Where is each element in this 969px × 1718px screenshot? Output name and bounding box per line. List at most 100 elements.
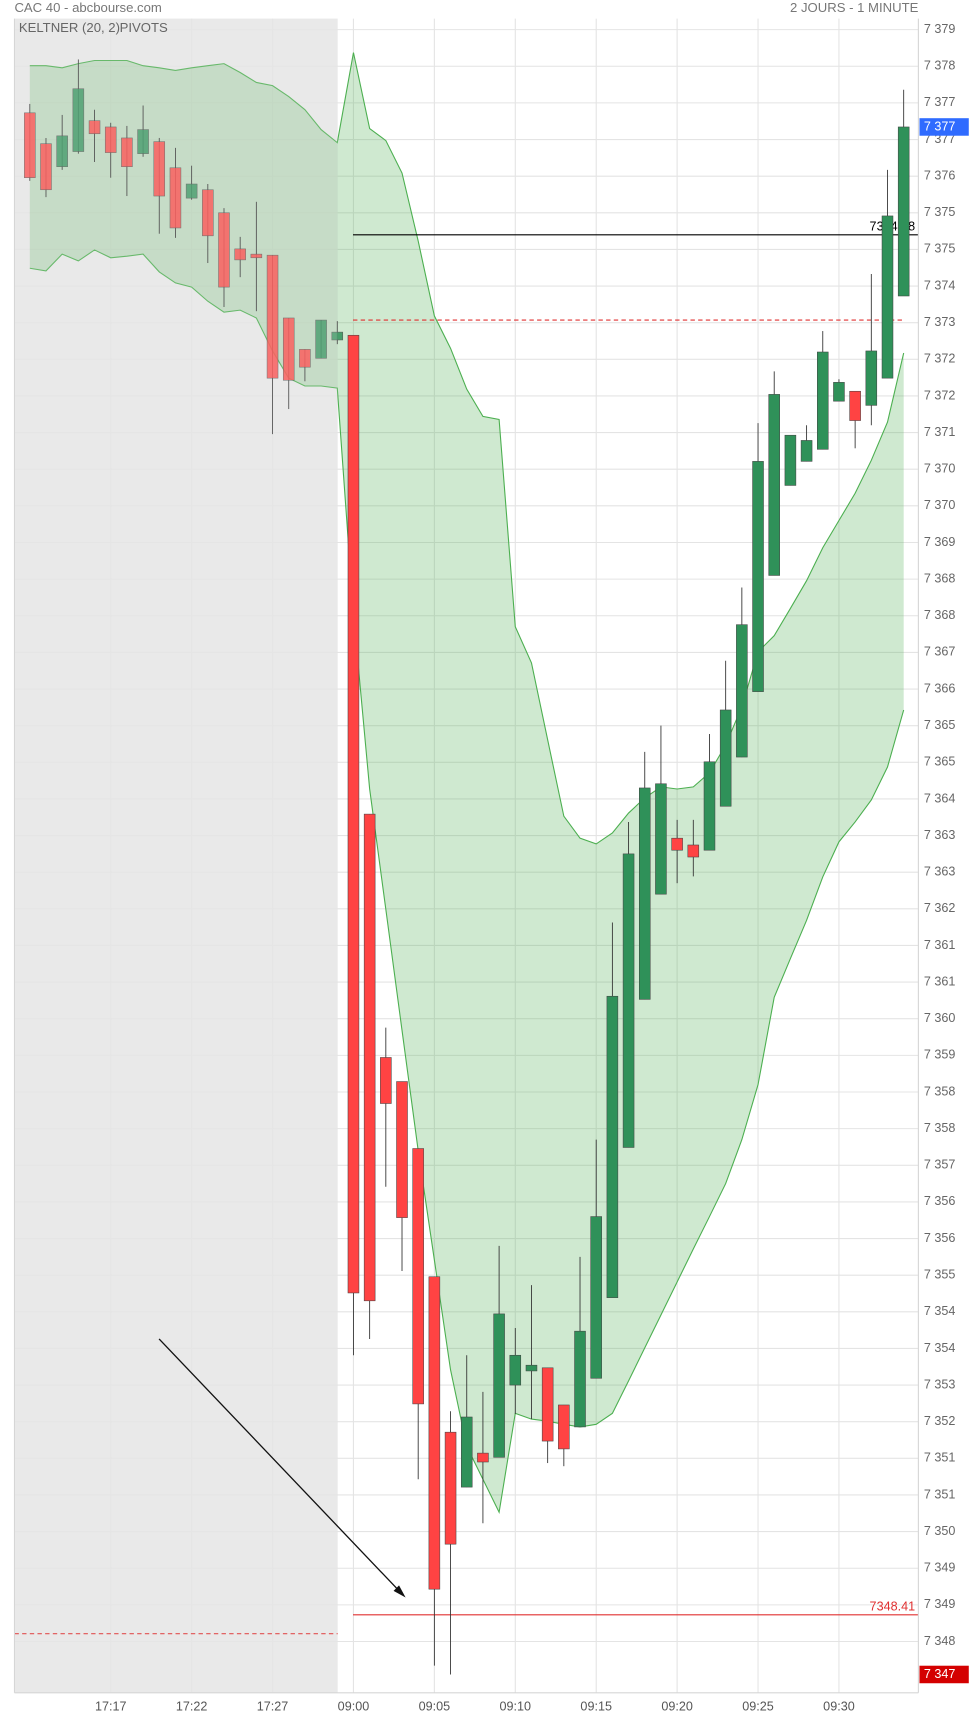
y-tick-label: 7 365 (924, 755, 956, 769)
axis-labels: 7 379 7 378 7 377 7 377 7 376 7 375 7 375 7 374… (95, 22, 969, 1713)
candle-body (104, 126, 117, 153)
y-tick-label: 7 363 (924, 828, 956, 842)
candle-body (185, 183, 198, 199)
candle-body (817, 351, 829, 450)
candle-body (153, 141, 166, 197)
y-tick-label: 7 375 (924, 205, 956, 219)
x-tick-label: 09:05 (419, 1699, 451, 1713)
candle-body (525, 1364, 538, 1372)
x-tick-label: 17:17 (95, 1699, 127, 1713)
y-tick-label: 7 349 (924, 1597, 956, 1611)
candle-body (460, 1416, 473, 1488)
x-tick-label: 09:25 (742, 1699, 774, 1713)
keltner-fill (29, 52, 904, 1513)
previous-session-veil (14, 18, 338, 1693)
period-label: 2 JOURS - 1 MINUTE (790, 0, 919, 15)
y-tick-label: 7 359 (924, 1048, 956, 1062)
grid (14, 18, 919, 1693)
candle-body (541, 1367, 554, 1442)
candle-body (56, 135, 68, 168)
candle-body (719, 709, 732, 807)
y-tick-label: 7 366 (924, 681, 956, 695)
y-tick-label: 7 368 (924, 608, 956, 622)
candles (24, 59, 910, 1675)
y-tick-label: 7 372 (924, 352, 956, 366)
low-marker-box (919, 1665, 969, 1684)
last-price-box (919, 118, 969, 136)
candle-body (444, 1431, 457, 1545)
legend-pivots: PIVOTS (120, 20, 168, 35)
candle-body (833, 382, 845, 402)
candle-body (266, 254, 279, 379)
candle-body (121, 137, 133, 168)
candle-body (671, 837, 683, 851)
candle-body (655, 783, 667, 895)
y-tick-label: 7 361 (924, 938, 956, 952)
pivot-label: 7348.41 (870, 1599, 916, 1613)
candle-body (865, 350, 878, 406)
chart-title: CAC 40 - abcbourse.com (14, 0, 161, 15)
candle-body (72, 88, 85, 152)
x-tick-label: 09:10 (500, 1699, 532, 1713)
y-tick-label: 7 369 (924, 535, 956, 549)
y-tick-label: 7 350 (924, 1524, 956, 1538)
candle-body (347, 334, 360, 1294)
y-tick-label: 7 351 (924, 1487, 956, 1501)
candle-body (24, 112, 36, 178)
y-tick-label: 7 370 (924, 462, 956, 476)
x-tick-label: 17:27 (257, 1699, 289, 1713)
y-tick-label: 7 363 (924, 865, 956, 879)
candle-body (622, 853, 635, 1148)
candle-body (234, 248, 246, 261)
y-tick-label: 7 367 (924, 645, 956, 659)
previous-session-shade (14, 18, 338, 1693)
candle-body (412, 1148, 424, 1405)
candle-body (703, 761, 716, 851)
legend-keltner: KELTNER (20, 2) (19, 20, 120, 35)
annotation-arrow-head (393, 1585, 406, 1598)
candle-body (574, 1330, 586, 1428)
last-price-label: 7 377 (924, 119, 956, 133)
candle-body (590, 1216, 602, 1379)
y-tick-label: 7 353 (924, 1377, 956, 1391)
y-tick-label: 7 368 (924, 571, 956, 585)
candle-body (363, 813, 376, 1302)
candle-body (784, 434, 797, 486)
low-marker-label: 7 347 (924, 1667, 956, 1681)
y-tick-label: 7 361 (924, 974, 956, 988)
candle-body (897, 126, 910, 297)
x-tick-label: 09:15 (580, 1699, 612, 1713)
candle-body (282, 317, 295, 381)
x-tick-label: 09:30 (823, 1699, 855, 1713)
y-tick-label: 7 377 (924, 95, 956, 109)
y-tick-label: 7 358 (924, 1084, 956, 1098)
x-tick-label: 09:00 (338, 1699, 370, 1713)
y-tick-label: 7 379 (924, 22, 956, 36)
candle-body (687, 844, 700, 858)
candle-body (40, 143, 52, 191)
candle-body (638, 787, 651, 1000)
candle-body (396, 1081, 408, 1218)
candle-body (169, 167, 182, 229)
y-tick-label: 7 365 (924, 718, 956, 732)
y-tick-label: 7 348 (924, 1634, 956, 1648)
y-tick-label: 7 376 (924, 168, 956, 182)
y-tick-label: 7 354 (924, 1341, 956, 1355)
y-tick-label: 7 358 (924, 1121, 956, 1135)
candle-body (768, 394, 780, 576)
candle-body (428, 1276, 441, 1590)
y-tick-label: 7 357 (924, 1158, 956, 1172)
candle-body (250, 253, 263, 259)
candle-body (331, 331, 344, 341)
candle-body (509, 1354, 522, 1386)
candle-body (736, 624, 748, 758)
x-tick-label: 17:22 (176, 1699, 208, 1713)
candle-body (493, 1313, 505, 1458)
x-tick-label: 09:20 (661, 1699, 693, 1713)
y-tick-label: 7 351 (924, 1451, 956, 1465)
candle-body (218, 212, 230, 288)
candle-body (800, 440, 813, 462)
candle-body (558, 1404, 570, 1450)
candle-body (380, 1057, 392, 1104)
